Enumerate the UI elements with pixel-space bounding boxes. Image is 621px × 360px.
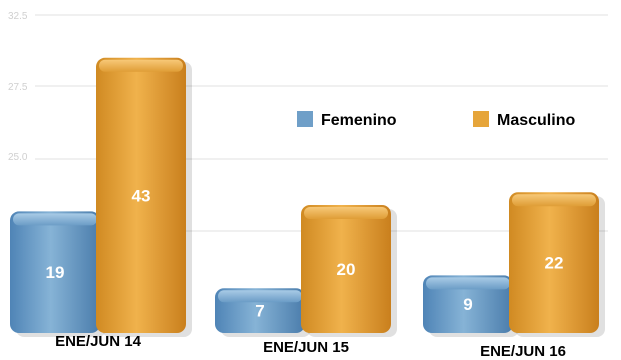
bar-femenino-2: 7 <box>215 288 311 337</box>
data-label: 43 <box>132 186 151 205</box>
bar-femenino-3: 9 <box>423 275 519 337</box>
legend-swatch <box>473 111 489 127</box>
bars: 19 43 7 20 9 22 <box>10 57 605 338</box>
data-label: 9 <box>463 295 472 314</box>
bar-top <box>13 213 97 226</box>
legend-swatch <box>297 111 313 127</box>
y-tick-label: 32.5 <box>8 11 28 22</box>
legend-item-masculino: Masculino <box>473 111 575 129</box>
legend-label: Femenino <box>321 112 397 129</box>
data-label: 19 <box>46 263 65 282</box>
bar-body <box>96 57 186 334</box>
y-tick-label: 25.0 <box>8 152 28 163</box>
bar-femenino-1: 19 <box>10 211 106 337</box>
category-label: ENE/JUN 15 <box>263 339 349 356</box>
y-tick-label: 27.5 <box>8 82 28 93</box>
bar-masculino-1: 43 <box>96 57 192 338</box>
bar-top <box>512 194 596 207</box>
legend: Femenino Masculino <box>297 111 575 129</box>
bar-body <box>423 275 513 333</box>
data-label: 20 <box>337 260 356 279</box>
bar-top <box>99 59 183 72</box>
y-tick-labels: 32.5 27.5 25.0 <box>8 11 28 163</box>
category-label: ENE/JUN 16 <box>480 343 566 360</box>
bar-masculino-3: 22 <box>509 192 605 337</box>
legend-label: Masculino <box>497 112 575 129</box>
bar-masculino-2: 20 <box>301 205 397 337</box>
bar-top <box>304 207 388 219</box>
bar-body <box>301 205 391 333</box>
bar-body <box>509 192 599 333</box>
legend-item-femenino: Femenino <box>297 111 397 129</box>
bar-top <box>426 277 510 290</box>
category-labels: ENE/JUN 14 ENE/JUN 15 ENE/JUN 16 <box>55 333 566 360</box>
data-label: 22 <box>545 254 564 273</box>
bar-body <box>10 211 100 333</box>
data-label: 7 <box>255 302 264 321</box>
bar-top <box>218 290 302 303</box>
category-label: ENE/JUN 14 <box>55 333 142 350</box>
